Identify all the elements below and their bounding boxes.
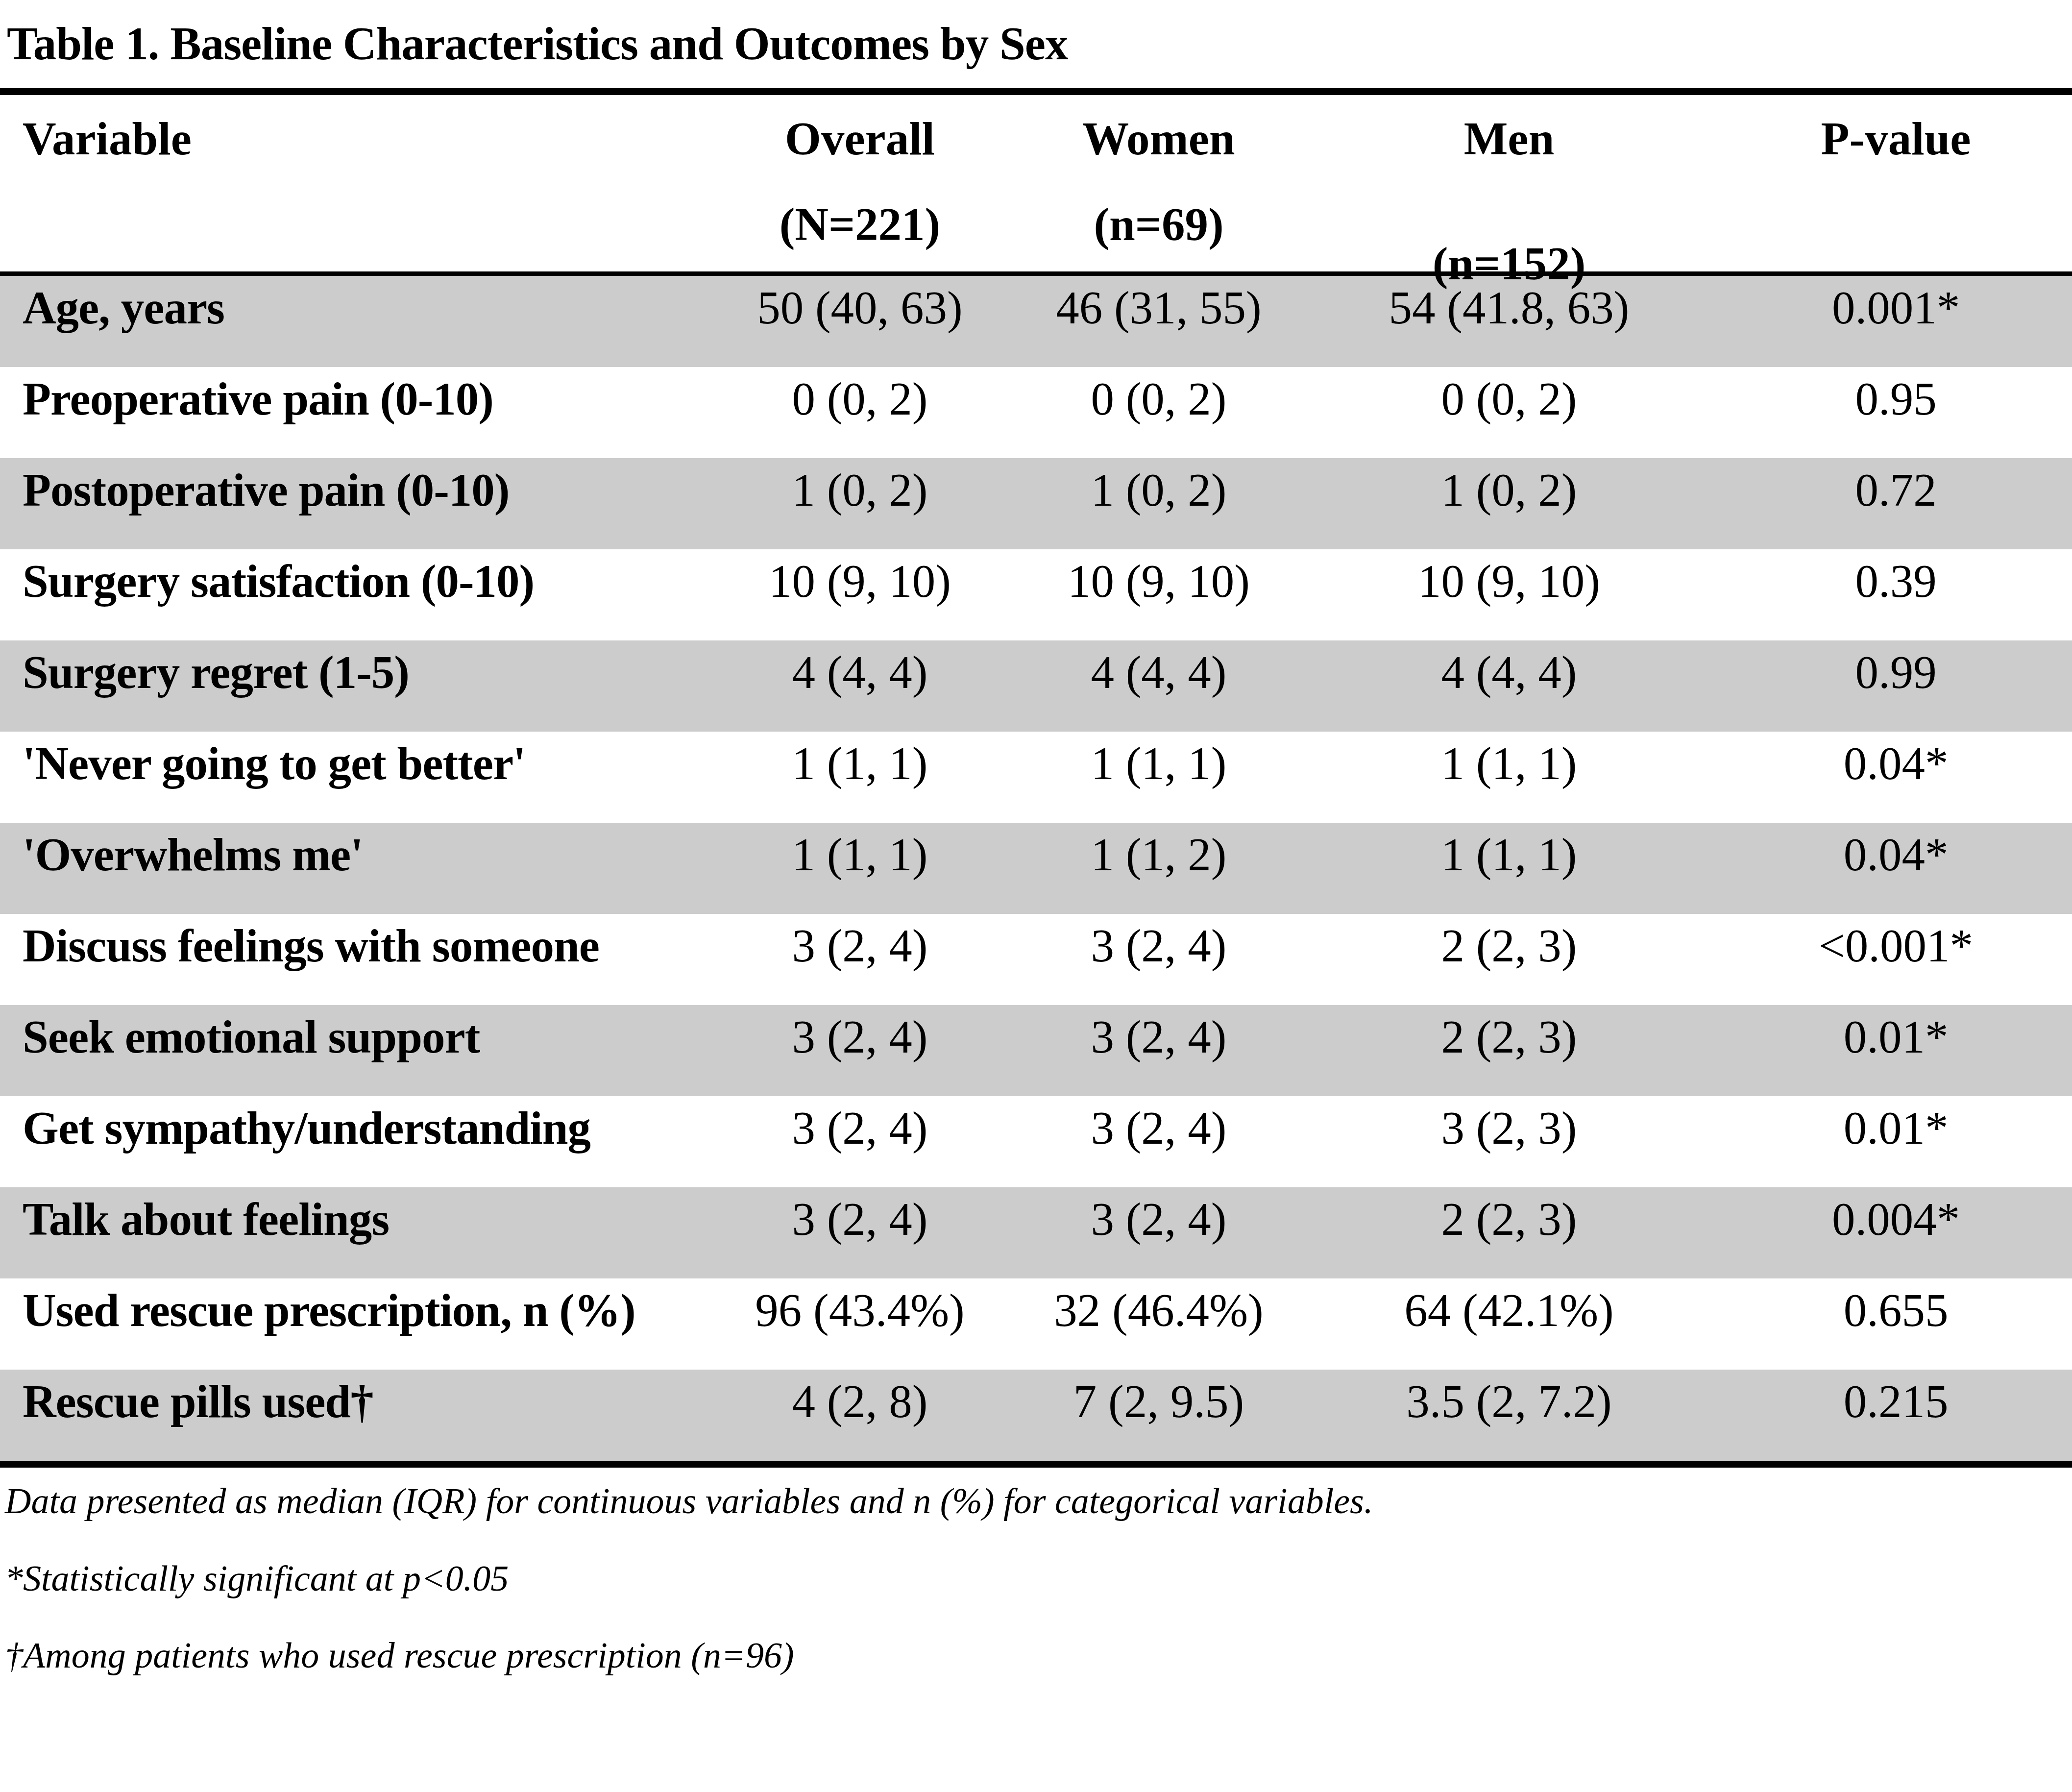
cell-overall: 4 (4, 4) (701, 640, 1019, 732)
row-variable-label: Postoperative pain (0-10) (0, 458, 701, 549)
cell-pvalue: 0.39 (1720, 549, 2072, 640)
row-variable-label: Preoperative pain (0-10) (0, 367, 701, 458)
cell-men: 2 (2, 3) (1298, 914, 1720, 1005)
cell-overall: 1 (1, 1) (701, 732, 1019, 823)
table-row: Postoperative pain (0-10) 1 (0, 2) 1 (0,… (0, 458, 2072, 549)
cell-men: 3 (2, 3) (1298, 1096, 1720, 1187)
cell-overall: 50 (40, 63) (701, 276, 1019, 367)
table-row: Age, years 50 (40, 63) 46 (31, 55) 54 (4… (0, 276, 2072, 367)
table-row: Seek emotional support 3 (2, 4) 3 (2, 4)… (0, 1005, 2072, 1096)
cell-pvalue: 0.72 (1720, 458, 2072, 549)
header-men: Men (n=152) (1298, 95, 1720, 287)
cell-pvalue: 0.04* (1720, 732, 2072, 823)
header-men-label: Men (1464, 113, 1555, 165)
header-overall-label: Overall (785, 113, 935, 165)
row-variable-label: Rescue pills used† (0, 1370, 701, 1461)
table-row: Rescue pills used† 4 (2, 8) 7 (2, 9.5) 3… (0, 1370, 2072, 1461)
row-variable-label: Discuss feelings with someone (0, 914, 701, 1005)
header-variable-label: Variable (23, 113, 192, 165)
table-bottom-rule (0, 1461, 2072, 1468)
cell-pvalue: 0.001* (1720, 276, 2072, 367)
cell-pvalue: 0.01* (1720, 1005, 2072, 1096)
cell-men: 1 (1, 1) (1298, 732, 1720, 823)
cell-women: 7 (2, 9.5) (1019, 1370, 1298, 1461)
cell-women: 3 (2, 4) (1019, 1187, 1298, 1278)
cell-pvalue: 0.01* (1720, 1096, 2072, 1187)
header-pvalue: P-value (1720, 95, 2072, 287)
cell-overall: 1 (0, 2) (701, 458, 1019, 549)
cell-pvalue: 0.95 (1720, 367, 2072, 458)
cell-men: 2 (2, 3) (1298, 1187, 1720, 1278)
table-header-row: Variable Overall (N=221) Women (n=69) Me… (0, 95, 2072, 271)
cell-women: 46 (31, 55) (1019, 276, 1298, 367)
cell-women: 3 (2, 4) (1019, 914, 1298, 1005)
cell-men: 4 (4, 4) (1298, 640, 1720, 732)
header-overall-n: (N=221) (701, 201, 1019, 248)
header-overall: Overall (N=221) (701, 95, 1019, 287)
cell-women: 1 (1, 1) (1019, 732, 1298, 823)
header-women-label: Women (1082, 113, 1235, 165)
table-row: Surgery regret (1-5) 4 (4, 4) 4 (4, 4) 4… (0, 640, 2072, 732)
table-title: Table 1. Baseline Characteristics and Ou… (0, 0, 2072, 88)
cell-women: 0 (0, 2) (1019, 367, 1298, 458)
table-body: Age, years 50 (40, 63) 46 (31, 55) 54 (4… (0, 276, 2072, 1461)
table-row: Get sympathy/understanding 3 (2, 4) 3 (2… (0, 1096, 2072, 1187)
cell-women: 1 (0, 2) (1019, 458, 1298, 549)
row-variable-label: 'Overwhelms me' (0, 823, 701, 914)
row-variable-label: Age, years (0, 276, 701, 367)
cell-pvalue: 0.004* (1720, 1187, 2072, 1278)
header-women-n: (n=69) (1019, 201, 1298, 248)
footnote-data-presentation: Data presented as median (IQR) for conti… (5, 1482, 2072, 1521)
row-variable-label: Used rescue prescription, n (%) (0, 1278, 701, 1370)
table-row: Discuss feelings with someone 3 (2, 4) 3… (0, 914, 2072, 1005)
table-row: Used rescue prescription, n (%) 96 (43.4… (0, 1278, 2072, 1370)
cell-pvalue: 0.99 (1720, 640, 2072, 732)
cell-women: 3 (2, 4) (1019, 1005, 1298, 1096)
row-variable-label: 'Never going to get better' (0, 732, 701, 823)
cell-overall: 1 (1, 1) (701, 823, 1019, 914)
footnote-rescue-subset: †Among patients who used rescue prescrip… (5, 1637, 2072, 1675)
cell-men: 1 (1, 1) (1298, 823, 1720, 914)
cell-women: 32 (46.4%) (1019, 1278, 1298, 1370)
cell-overall: 4 (2, 8) (701, 1370, 1019, 1461)
cell-pvalue: 0.04* (1720, 823, 2072, 914)
header-women: Women (n=69) (1019, 95, 1298, 287)
header-variable: Variable (0, 95, 701, 287)
row-variable-label: Surgery regret (1-5) (0, 640, 701, 732)
cell-men: 1 (0, 2) (1298, 458, 1720, 549)
cell-men: 64 (42.1%) (1298, 1278, 1720, 1370)
row-variable-label: Get sympathy/understanding (0, 1096, 701, 1187)
cell-men: 2 (2, 3) (1298, 1005, 1720, 1096)
cell-women: 10 (9, 10) (1019, 549, 1298, 640)
cell-overall: 96 (43.4%) (701, 1278, 1019, 1370)
cell-pvalue: 0.215 (1720, 1370, 2072, 1461)
table-row: Preoperative pain (0-10) 0 (0, 2) 0 (0, … (0, 367, 2072, 458)
row-variable-label: Surgery satisfaction (0-10) (0, 549, 701, 640)
cell-men: 10 (9, 10) (1298, 549, 1720, 640)
cell-women: 4 (4, 4) (1019, 640, 1298, 732)
table-row: Talk about feelings 3 (2, 4) 3 (2, 4) 2 … (0, 1187, 2072, 1278)
cell-overall: 3 (2, 4) (701, 914, 1019, 1005)
table-row: 'Overwhelms me' 1 (1, 1) 1 (1, 2) 1 (1, … (0, 823, 2072, 914)
table-row: 'Never going to get better' 1 (1, 1) 1 (… (0, 732, 2072, 823)
cell-women: 1 (1, 2) (1019, 823, 1298, 914)
cell-overall: 3 (2, 4) (701, 1187, 1019, 1278)
footnote-significance: *Statistically significant at p<0.05 (5, 1560, 2072, 1598)
cell-pvalue: 0.655 (1720, 1278, 2072, 1370)
cell-overall: 3 (2, 4) (701, 1005, 1019, 1096)
row-variable-label: Seek emotional support (0, 1005, 701, 1096)
cell-men: 54 (41.8, 63) (1298, 276, 1720, 367)
cell-pvalue: <0.001* (1720, 914, 2072, 1005)
table-top-rule (0, 88, 2072, 95)
cell-overall: 10 (9, 10) (701, 549, 1019, 640)
cell-overall: 0 (0, 2) (701, 367, 1019, 458)
cell-men: 0 (0, 2) (1298, 367, 1720, 458)
header-pvalue-label: P-value (1821, 113, 1971, 165)
row-variable-label: Talk about feelings (0, 1187, 701, 1278)
cell-women: 3 (2, 4) (1019, 1096, 1298, 1187)
table-row: Surgery satisfaction (0-10) 10 (9, 10) 1… (0, 549, 2072, 640)
table-footnotes: Data presented as median (IQR) for conti… (0, 1468, 2072, 1675)
cell-men: 3.5 (2, 7.2) (1298, 1370, 1720, 1461)
cell-overall: 3 (2, 4) (701, 1096, 1019, 1187)
